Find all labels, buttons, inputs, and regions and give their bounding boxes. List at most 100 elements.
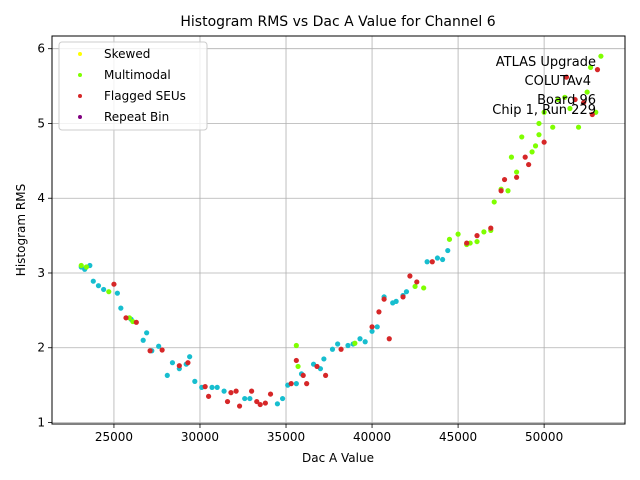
- data-point: [329, 346, 336, 352]
- data-point: [581, 99, 587, 106]
- annotation-line-2: COLUTAv4: [525, 74, 591, 89]
- data-point: [572, 96, 578, 103]
- data-point: [133, 319, 139, 325]
- data-point: [236, 403, 243, 409]
- y-tick-label: 5: [37, 116, 45, 130]
- legend-label-skewed: Skewed: [104, 47, 150, 61]
- y-axis-label: Histogram RMS: [14, 184, 28, 276]
- data-point: [185, 360, 191, 366]
- data-point: [233, 388, 239, 394]
- data-point: [386, 336, 392, 342]
- data-point: [106, 289, 112, 295]
- legend: Skewed Multimodal Flagged SEUs Repeat Bi…: [58, 41, 208, 131]
- x-tick-label: 35000: [267, 430, 305, 444]
- plot-frame: [51, 35, 626, 425]
- y-tick-label: 3: [37, 266, 45, 280]
- chart-title: Histogram RMS vs Dac A Value for Channel…: [180, 14, 495, 30]
- data-point: [114, 290, 120, 296]
- x-axis-label: Dac A Value: [302, 451, 374, 465]
- data-point: [491, 199, 497, 205]
- axis-ticks: 25000 30000 35000 40000 45000 50000 1 2 3 4 5 6: [37, 42, 563, 444]
- data-point: [83, 264, 90, 270]
- data-point: [445, 247, 451, 254]
- y-tick-label: 6: [37, 42, 45, 56]
- data-point: [169, 360, 176, 366]
- data-point: [369, 324, 375, 330]
- data-point: [575, 124, 582, 130]
- data-point: [123, 315, 129, 321]
- data-point: [159, 347, 165, 353]
- data-point: [262, 400, 268, 406]
- data-point: [176, 363, 182, 369]
- data-point: [407, 273, 413, 279]
- data-point: [293, 381, 299, 387]
- data-point: [381, 296, 387, 302]
- legend-marker-flagged-seus: [78, 94, 82, 98]
- data-point: [555, 96, 561, 103]
- data-point: [403, 289, 410, 295]
- data-point: [501, 176, 508, 183]
- data-point: [279, 395, 286, 402]
- data-point: [376, 309, 382, 315]
- data-point: [95, 283, 102, 289]
- data-point: [314, 363, 320, 370]
- data-point: [481, 229, 487, 235]
- data-point: [400, 294, 406, 300]
- data-point: [78, 262, 84, 269]
- data-point: [147, 348, 153, 354]
- data-point: [526, 161, 532, 168]
- data-point: [345, 342, 351, 349]
- legend-marker-skewed: [78, 52, 82, 56]
- data-point: [541, 109, 547, 115]
- data-point: [288, 381, 294, 387]
- data-point: [274, 401, 281, 407]
- grid: [52, 36, 625, 424]
- annotation: ATLAS Upgrade COLUTAv4 Board 96 Chip 1, …: [492, 55, 596, 118]
- legend-box: [58, 41, 208, 131]
- data-point: [563, 74, 570, 80]
- data-point: [164, 372, 170, 379]
- data-point: [362, 339, 368, 345]
- data-point: [118, 305, 124, 311]
- data-point: [369, 328, 375, 334]
- data-point: [440, 256, 446, 263]
- data-point: [187, 354, 193, 360]
- data-point: [584, 89, 590, 95]
- data-point: [498, 188, 504, 194]
- legend-label-flagged-seus: Flagged SEUs: [104, 89, 186, 103]
- data-point: [101, 286, 107, 293]
- x-tick-label: 30000: [181, 430, 219, 444]
- data-point: [144, 330, 150, 336]
- y-tick-label: 4: [37, 191, 45, 205]
- data-point: [140, 337, 146, 343]
- data-point: [214, 384, 220, 390]
- data-point: [424, 259, 430, 265]
- data-point: [249, 388, 255, 394]
- data-point: [434, 255, 441, 261]
- data-point: [257, 401, 263, 408]
- data-point: [536, 120, 542, 127]
- data-point: [321, 356, 327, 362]
- data-point: [228, 390, 234, 396]
- data-point: [202, 384, 208, 390]
- data-point: [536, 132, 542, 138]
- data-point: [474, 238, 480, 245]
- legend-marker-repeat-bin: [78, 115, 82, 119]
- annotation-line-1: ATLAS Upgrade: [496, 55, 596, 70]
- annotation-line-3: Board 96: [537, 93, 596, 108]
- data-point: [205, 393, 212, 399]
- data-point: [374, 324, 380, 330]
- data-point: [594, 67, 601, 73]
- data-point: [550, 124, 556, 130]
- x-tick-label: 25000: [95, 430, 133, 444]
- data-point: [474, 233, 480, 239]
- legend-marker-multimodal: [78, 73, 82, 77]
- x-tick-label: 50000: [525, 430, 563, 444]
- data-point: [111, 281, 117, 287]
- data-point: [513, 169, 520, 175]
- data-point: [221, 388, 227, 394]
- data-point: [455, 231, 461, 237]
- data-point: [529, 149, 535, 155]
- data-point: [242, 395, 248, 402]
